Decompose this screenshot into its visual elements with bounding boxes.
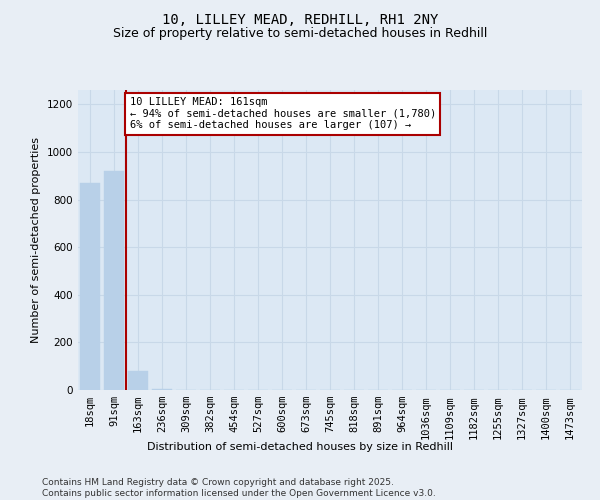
Text: Size of property relative to semi-detached houses in Redhill: Size of property relative to semi-detach… bbox=[113, 28, 487, 40]
Text: Contains HM Land Registry data © Crown copyright and database right 2025.
Contai: Contains HM Land Registry data © Crown c… bbox=[42, 478, 436, 498]
Text: 10 LILLEY MEAD: 161sqm
← 94% of semi-detached houses are smaller (1,780)
6% of s: 10 LILLEY MEAD: 161sqm ← 94% of semi-det… bbox=[130, 97, 436, 130]
Y-axis label: Number of semi-detached properties: Number of semi-detached properties bbox=[31, 137, 41, 343]
Bar bbox=[104, 171, 124, 390]
Text: 10, LILLEY MEAD, REDHILL, RH1 2NY: 10, LILLEY MEAD, REDHILL, RH1 2NY bbox=[162, 12, 438, 26]
Bar bbox=[128, 371, 148, 390]
Bar bbox=[80, 183, 100, 390]
Text: Distribution of semi-detached houses by size in Redhill: Distribution of semi-detached houses by … bbox=[147, 442, 453, 452]
